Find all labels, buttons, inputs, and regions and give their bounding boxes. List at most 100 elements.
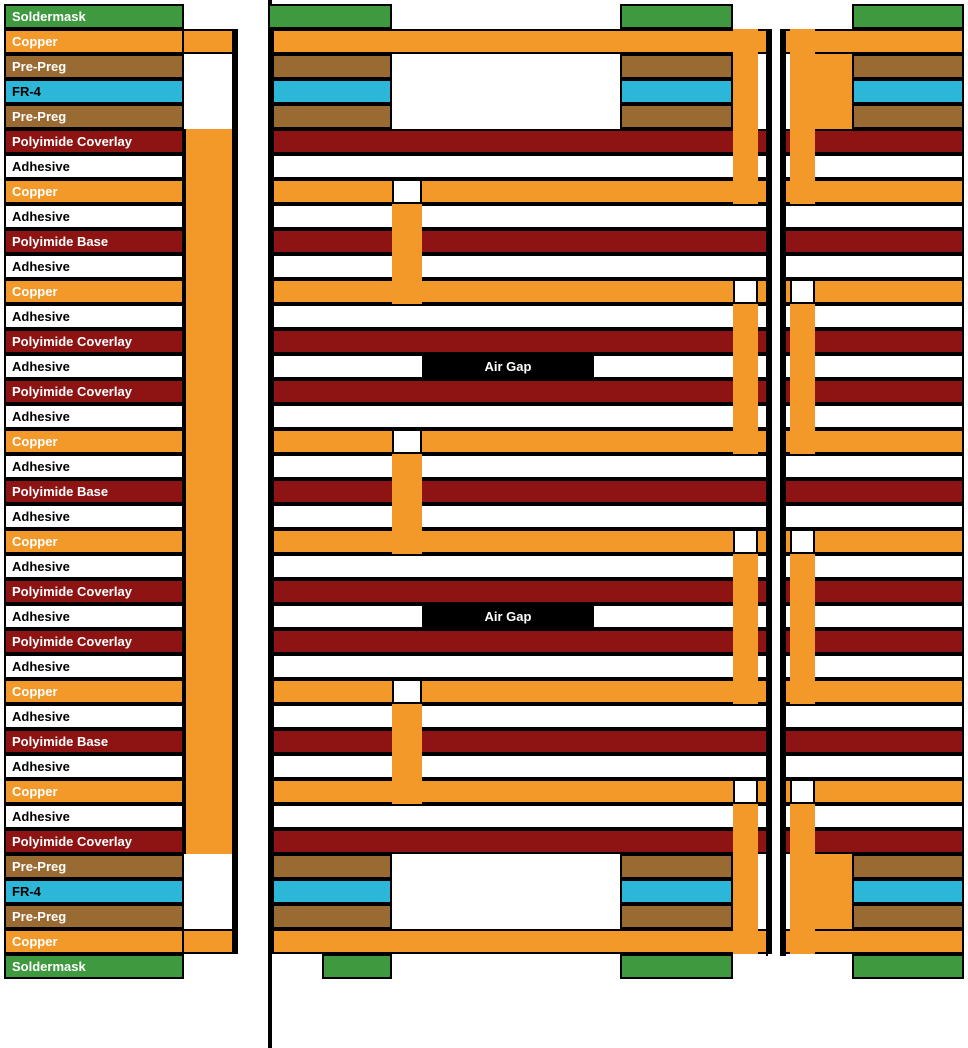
soldermask-seg-38-1 (322, 954, 392, 979)
pcb-stackup-diagram: SoldermaskCopperPre-PregFR-4Pre-PregPoly… (0, 0, 968, 1048)
layer-seg-mid-23 (268, 579, 768, 604)
layer-label-15: Polyimide Coverlay (4, 379, 184, 404)
via-top-via56-1-7 (733, 29, 758, 204)
soldermask-seg-38-3 (852, 954, 964, 979)
rigid-seg-4-1 (268, 104, 392, 129)
layer-seg-mid-37 (268, 929, 768, 954)
layer-label-38: Soldermask (4, 954, 184, 979)
layer-label-3: FR-4 (4, 79, 184, 104)
layer-seg-right-18 (780, 454, 964, 479)
via-top-via56-21-27 (733, 529, 758, 704)
layer-seg-mid-25 (268, 629, 768, 654)
copper-break-top-17-c4a (392, 429, 422, 454)
layer-label-31: Copper (4, 779, 184, 804)
soldermask-seg-0-3 (852, 4, 964, 29)
copper-break-top-7-c4a (392, 179, 422, 204)
layer-seg-mid-20 (268, 504, 768, 529)
layer-label-23: Polyimide Coverlay (4, 579, 184, 604)
layer-seg-mid-10 (268, 254, 768, 279)
rigid-seg-34-3 (852, 854, 964, 879)
via-top-via78-11-17 (790, 279, 815, 454)
layer-label-21: Copper (4, 529, 184, 554)
soldermask-seg-38-2 (620, 954, 733, 979)
via-top-via56-31-37 (733, 779, 758, 954)
rigid-seg-35-2 (620, 879, 733, 904)
rigid-seg-2-3 (852, 54, 964, 79)
via-top-c4a-7-11 (392, 204, 422, 304)
rigid-seg-36-3 (852, 904, 964, 929)
layer-label-33: Polyimide Coverlay (4, 829, 184, 854)
layer-seg-mid-22 (268, 554, 768, 579)
layer-label-4: Pre-Preg (4, 104, 184, 129)
layer-label-0: Soldermask (4, 4, 184, 29)
layer-label-7: Copper (4, 179, 184, 204)
layer-label-36: Pre-Preg (4, 904, 184, 929)
layer-seg-mid-26 (268, 654, 768, 679)
layer-seg-right-28 (780, 704, 964, 729)
copper-break-top-31-via56 (733, 779, 758, 804)
air-gap-top-24: Air Gap (422, 604, 594, 629)
layer-seg-mid-17 (268, 429, 768, 454)
layer-label-5: Polyimide Coverlay (4, 129, 184, 154)
layer-label-18: Adhesive (4, 454, 184, 479)
layer-seg-mid-27 (268, 679, 768, 704)
layer-seg-mid-9 (268, 229, 768, 254)
layer-seg-mid-21 (268, 529, 768, 554)
soldermask-seg-0-2 (620, 4, 733, 29)
layer-label-6: Adhesive (4, 154, 184, 179)
layer-label-29: Polyimide Base (4, 729, 184, 754)
layer-seg-mid-30 (268, 754, 768, 779)
layer-label-34: Pre-Preg (4, 854, 184, 879)
layer-seg-mid-15 (268, 379, 768, 404)
copper-break-top-21-via56 (733, 529, 758, 554)
layer-label-25: Polyimide Coverlay (4, 629, 184, 654)
rigid-seg-36-2 (620, 904, 733, 929)
layer-label-16: Adhesive (4, 404, 184, 429)
copper-break-top-27-c4a (392, 679, 422, 704)
layer-seg-mid-32 (268, 804, 768, 829)
layer-seg-right-20 (780, 504, 964, 529)
layer-seg-right-30 (780, 754, 964, 779)
layer-seg-mid-13 (268, 329, 768, 354)
layer-label-11: Copper (4, 279, 184, 304)
layer-seg-right-10 (780, 254, 964, 279)
copper-break-top-31-via78 (790, 779, 815, 804)
via-top-via56-11-17 (733, 279, 758, 454)
layer-label-20: Adhesive (4, 504, 184, 529)
layer-label-27: Copper (4, 679, 184, 704)
layer-seg-right-29 (780, 729, 964, 754)
via-top-via78-1-7 (790, 29, 815, 204)
column-gap-left (234, 0, 268, 1048)
layer-seg-mid-18 (268, 454, 768, 479)
rigid-seg-3-3 (852, 79, 964, 104)
copper-break-top-11-via78 (790, 279, 815, 304)
layer-seg-right-9 (780, 229, 964, 254)
layer-label-22: Adhesive (4, 554, 184, 579)
rigid-seg-2-1 (268, 54, 392, 79)
layer-seg-right-19 (780, 479, 964, 504)
layer-seg-mid-1 (268, 29, 768, 54)
layer-label-12: Adhesive (4, 304, 184, 329)
rigid-seg-34-1 (268, 854, 392, 879)
layer-seg-mid-28 (268, 704, 768, 729)
copper-break-top-11-via56 (733, 279, 758, 304)
rigid-seg-34-2 (620, 854, 733, 879)
via-top-via78-21-27 (790, 529, 815, 704)
layer-seg-mid-12 (268, 304, 768, 329)
layer-label-24: Adhesive (4, 604, 184, 629)
layer-seg-mid-31 (268, 779, 768, 804)
rigid-seg-4-3 (852, 104, 964, 129)
via-top-c4a-27-31 (392, 704, 422, 804)
layer-seg-mid-5 (268, 129, 768, 154)
layer-label-2: Pre-Preg (4, 54, 184, 79)
layer-seg-right-8 (780, 204, 964, 229)
layer-seg-mid-6 (268, 154, 768, 179)
layer-seg-mid-8 (268, 204, 768, 229)
layer-label-8: Adhesive (4, 204, 184, 229)
rigid-seg-35-1 (268, 879, 392, 904)
layer-label-37-top: Copper (4, 929, 184, 954)
via-top-via78-31-37 (790, 779, 815, 954)
layer-seg-mid-11 (268, 279, 768, 304)
layer-seg-mid-7 (268, 179, 768, 204)
copper-break-top-21-via78 (790, 529, 815, 554)
